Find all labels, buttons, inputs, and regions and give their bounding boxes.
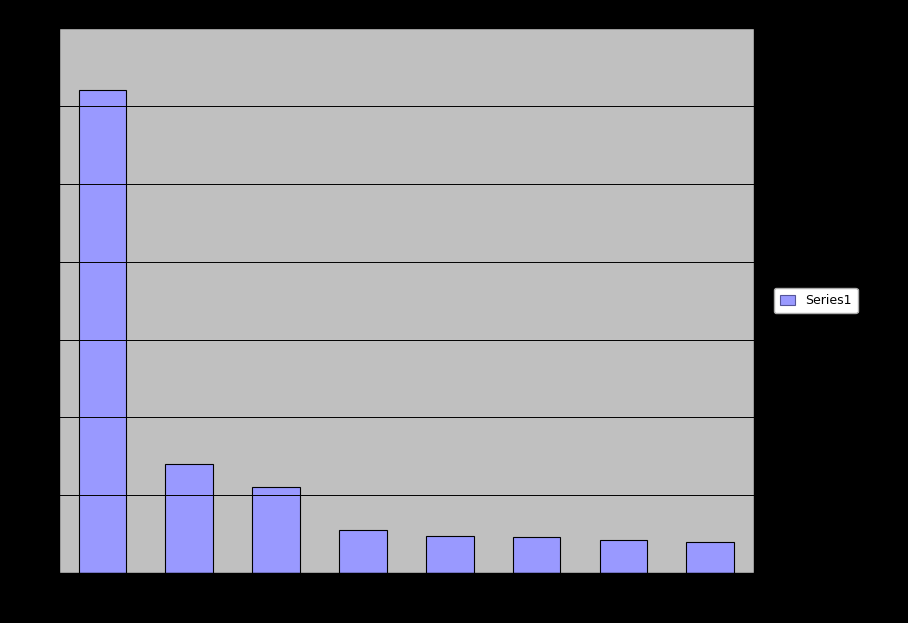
Bar bbox=[79, 90, 126, 573]
Bar bbox=[339, 530, 387, 573]
Bar bbox=[426, 536, 474, 573]
Bar bbox=[513, 536, 560, 573]
Bar bbox=[165, 464, 213, 573]
Bar bbox=[252, 487, 300, 573]
Bar bbox=[686, 542, 734, 573]
Bar bbox=[599, 540, 647, 573]
Legend: Series1: Series1 bbox=[774, 288, 858, 313]
